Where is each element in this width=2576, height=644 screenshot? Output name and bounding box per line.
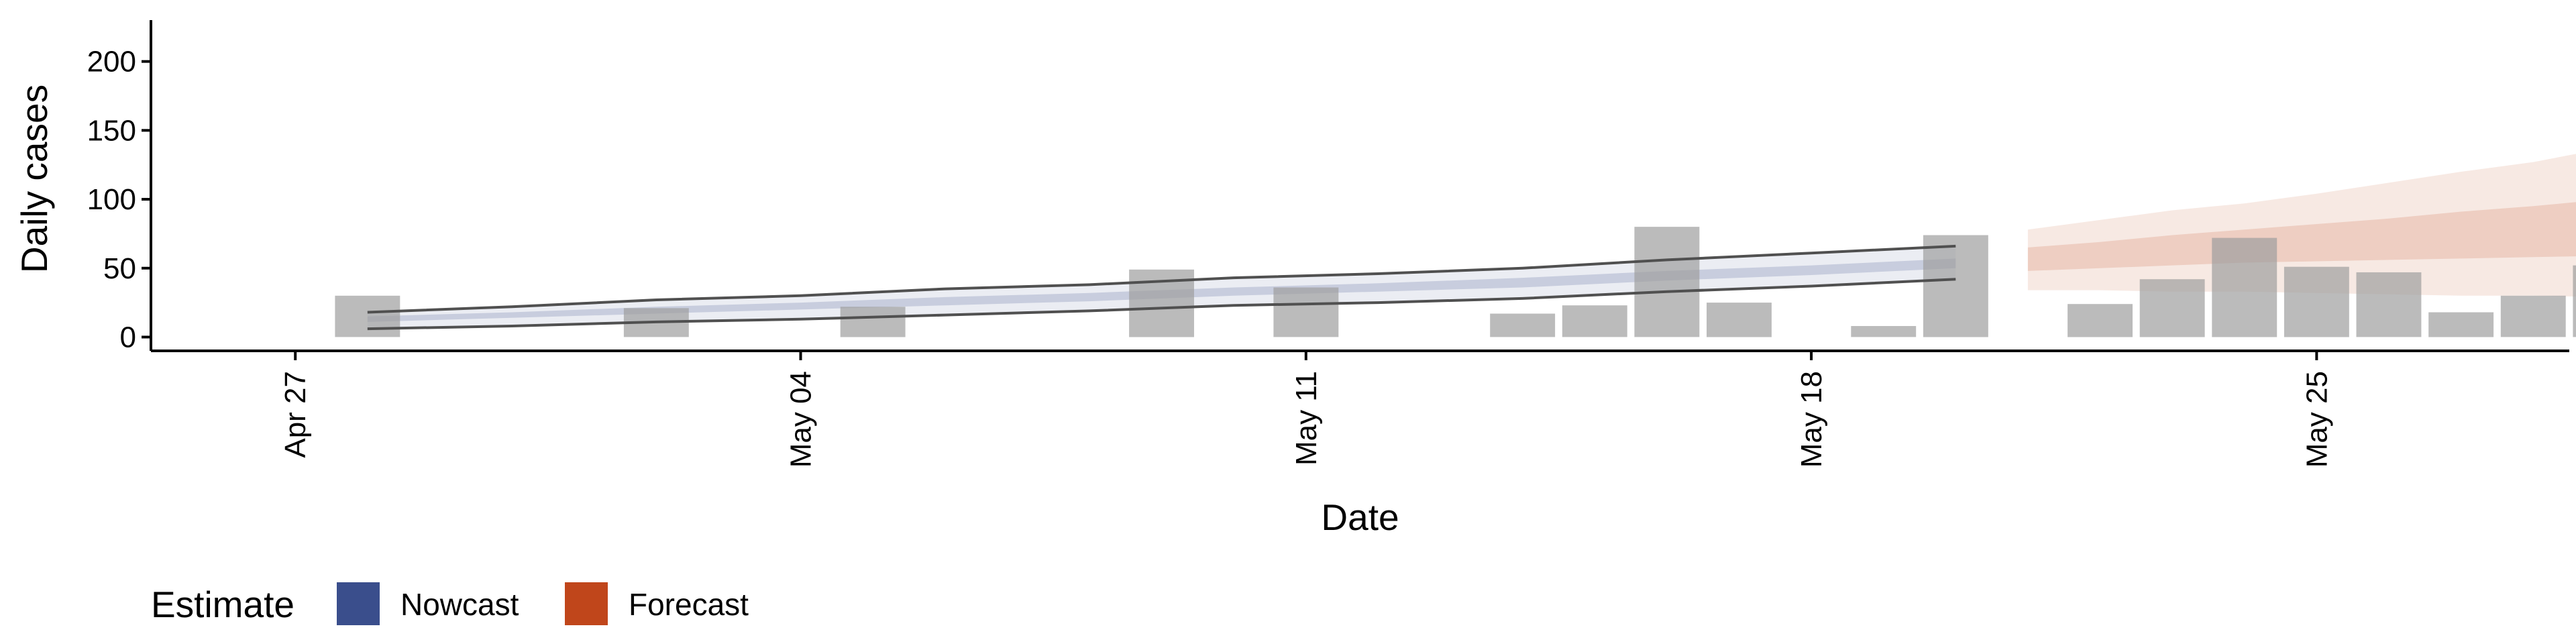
legend-key-nowcast — [337, 582, 380, 625]
case-bar — [2212, 237, 2277, 337]
nowcast-upper-line — [367, 244, 1956, 314]
x-axis-title: Date — [1321, 496, 1399, 538]
case-bar — [1851, 326, 1917, 337]
observed-case-bars — [335, 227, 2576, 337]
case-bar — [2356, 272, 2422, 337]
forecast-bands — [2027, 154, 2576, 297]
case-bar — [1273, 287, 1339, 337]
y-tick-label: 100 — [87, 183, 136, 216]
case-bar — [2573, 265, 2576, 337]
legend-key-forecast — [565, 582, 608, 625]
case-bar — [1490, 313, 1556, 337]
x-tick-label: May 18 — [1795, 371, 1828, 468]
legend-label-nowcast: Nowcast — [400, 587, 519, 622]
case-bar — [2428, 312, 2494, 337]
case-bar — [1923, 235, 1988, 337]
case-bar — [2139, 279, 2205, 337]
x-tick-label: May 11 — [1290, 371, 1323, 466]
y-axis-ticks: 0 50 100 150 200 — [87, 46, 151, 354]
case-bar — [2500, 295, 2566, 337]
nowcast-interval-lines — [367, 244, 1956, 331]
x-tick-label: Apr 27 — [279, 371, 312, 458]
case-bar — [2284, 266, 2349, 337]
y-tick-label: 50 — [103, 252, 136, 285]
legend-title: Estimate — [151, 584, 294, 625]
legend-label-forecast: Forecast — [629, 587, 749, 622]
legend: Estimate Nowcast Forecast — [151, 582, 749, 625]
y-tick-label: 200 — [87, 46, 136, 78]
case-bar — [1707, 303, 1772, 337]
y-tick-label: 0 — [120, 321, 136, 354]
case-bar — [1634, 227, 1700, 337]
forecast-band-90 — [2027, 154, 2576, 297]
case-bar — [2068, 304, 2133, 337]
x-tick-label: May 04 — [785, 371, 818, 468]
y-tick-label: 150 — [87, 114, 136, 147]
x-tick-label: May 25 — [2300, 371, 2333, 468]
forecast-band-50 — [2027, 202, 2576, 271]
case-bar — [840, 307, 906, 337]
axes: 0 50 100 150 200 Apr 27 May 04 May 11 May 18 May… — [87, 20, 2569, 468]
case-bar — [335, 295, 400, 337]
y-axis-title: Daily cases — [13, 85, 55, 273]
case-bar — [1562, 305, 1627, 337]
nowcast-lower-line — [367, 278, 1956, 331]
